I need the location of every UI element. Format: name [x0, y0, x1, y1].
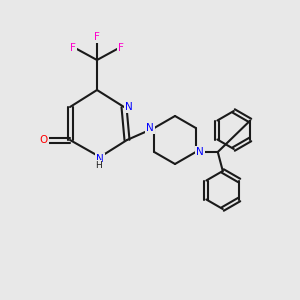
Text: H: H [94, 160, 101, 169]
Text: N: N [196, 147, 204, 157]
Text: F: F [70, 43, 76, 53]
Text: N: N [146, 123, 154, 133]
Text: F: F [118, 43, 124, 53]
Text: O: O [40, 135, 48, 145]
Text: F: F [94, 32, 100, 42]
Text: N: N [96, 154, 104, 164]
Text: N: N [125, 102, 133, 112]
